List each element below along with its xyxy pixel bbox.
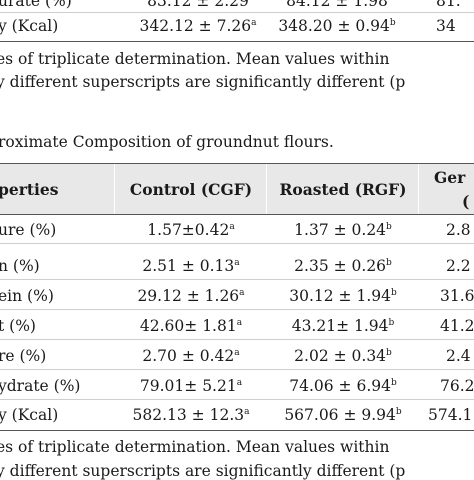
row-divider	[0, 279, 474, 280]
row-roasted-value: 567.06 ± 9.94b	[284, 406, 402, 424]
row-label: ure (%)	[0, 221, 57, 239]
row-divider	[0, 339, 474, 340]
header-control: Control (CGF)	[129, 180, 253, 199]
row-control-value: 29.12 ± 1.26a	[137, 287, 245, 305]
row-label: y (Kcal)	[0, 406, 59, 424]
top-note-line-2: y different superscripts are significant…	[0, 73, 406, 91]
row-label: re (%)	[0, 347, 47, 365]
row-germinated-value: 2.8	[446, 221, 471, 239]
table-caption: roximate Composition of groundnut flours…	[0, 133, 334, 151]
top-row-c3: 81.	[436, 0, 461, 10]
row-roasted-value: 30.12 ± 1.94b	[289, 287, 397, 305]
top-row-c3: 34	[436, 17, 456, 35]
row-control-value: 79.01± 5.21a	[139, 377, 243, 395]
row-control-value: 42.60± 1.81a	[139, 317, 243, 335]
top-row-c1: 83.12 ± 2.29	[147, 0, 249, 10]
row-divider	[0, 243, 474, 244]
row-divider	[0, 309, 474, 310]
row-roasted-value: 2.35 ± 0.26b	[294, 257, 392, 275]
row-control-value: 2.70 ± 0.42a	[142, 347, 240, 365]
header-divider	[114, 164, 115, 214]
header-divider	[266, 164, 267, 214]
row-control-value: 582.13 ± 12.3a	[132, 406, 250, 424]
header-divider	[418, 164, 419, 214]
header-germinated-paren: (	[462, 192, 470, 211]
top-row-label: urate (%)	[0, 0, 72, 10]
row-divider	[0, 369, 474, 370]
row-label: t (%)	[0, 317, 36, 335]
row-roasted-value: 43.21± 1.94b	[291, 317, 395, 335]
header-bottom-rule	[0, 214, 474, 215]
bottom-note-line-1: es of triplicate determination. Mean val…	[0, 438, 390, 456]
row-germinated-value: 574.1	[428, 406, 473, 424]
top-row-label: y (Kcal)	[0, 17, 59, 35]
row-germinated-value: 2.4	[446, 347, 471, 365]
top-row-c2: 84.12 ± 1.98	[286, 0, 388, 10]
header-properties: perties	[0, 180, 59, 199]
row-control-value: 1.57±0.42a	[147, 221, 235, 239]
row-germinated-value: 76.2	[440, 377, 474, 395]
row-roasted-value: 74.06 ± 6.94b	[289, 377, 397, 395]
row-germinated-value: 31.6	[440, 287, 474, 305]
top-row-c1: 342.12 ± 7.26a	[139, 17, 257, 35]
table-bottom-rule	[0, 430, 474, 431]
row-divider	[0, 12, 474, 13]
row-label: n (%)	[0, 257, 40, 275]
table-bottom-rule	[0, 41, 474, 42]
row-germinated-value: 41.2	[440, 317, 474, 335]
top-row-c2: 348.20 ± 0.94b	[278, 17, 396, 35]
row-roasted-value: 1.37 ± 0.24b	[294, 221, 392, 239]
header-germinated: Ger	[434, 168, 466, 187]
top-note-line-1: es of triplicate determination. Mean val…	[0, 50, 390, 68]
row-germinated-value: 2.2	[446, 257, 471, 275]
header-roasted: Roasted (RGF)	[279, 180, 407, 199]
table-header-bar	[0, 164, 474, 214]
row-roasted-value: 2.02 ± 0.34b	[294, 347, 392, 365]
row-label: ein (%)	[0, 287, 54, 305]
bottom-note-line-2: y different superscripts are significant…	[0, 462, 406, 480]
table-top-rule	[0, 163, 474, 164]
row-divider	[0, 399, 474, 400]
row-label: ydrate (%)	[0, 377, 81, 395]
row-control-value: 2.51 ± 0.13a	[142, 257, 240, 275]
